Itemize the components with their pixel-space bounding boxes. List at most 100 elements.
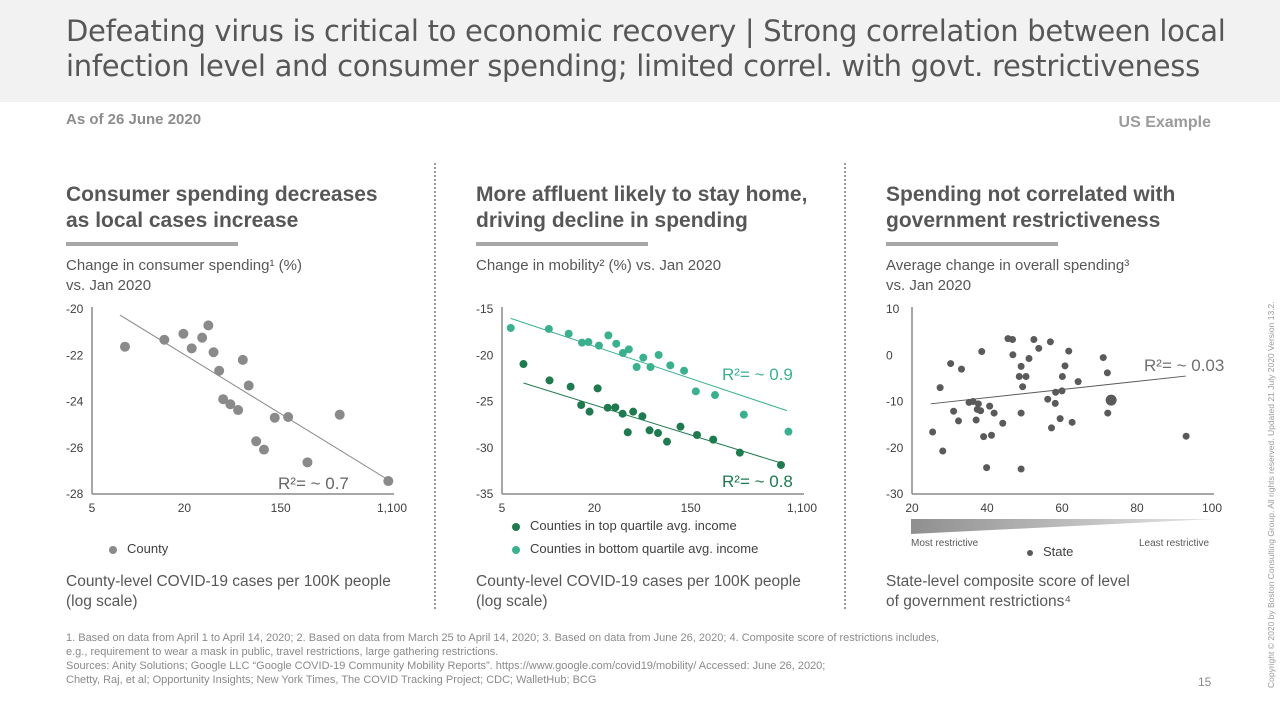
column-restrictiveness: Spending not correlated with government … [886,182,1256,296]
column-divider [844,163,846,609]
data-point [258,444,269,455]
legend-dot-icon [1027,549,1033,556]
data-point [237,354,248,365]
data-point [506,323,515,332]
footnote-line: Sources: Anity Solutions; Google LLC “Go… [66,660,826,672]
data-point [577,338,586,347]
x-axis-title: State-level composite score of level of … [886,572,1130,612]
data-point [1017,409,1025,417]
footnote-line: Chetty, Raj, et al; Opportunity Insights… [66,674,597,686]
data-point [1056,415,1064,423]
data-point [983,464,991,472]
x-tick-label: 20 [588,501,602,515]
data-point [1030,336,1038,344]
data-point [735,448,744,457]
subtitle-line: vs. Jan 2020 [886,277,972,294]
data-point [564,329,573,338]
x-axis-title: County-level COVID-19 cases per 100K peo… [66,572,391,612]
data-point [1022,373,1030,381]
data-point [243,380,254,391]
column-title: More affluent likely to stay home, drivi… [476,182,846,234]
x-axis-title-line: (log scale) [476,593,548,610]
data-point [214,365,225,376]
subtitle-line: vs. Jan 2020 [66,277,152,294]
x-tick-label: 80 [1130,501,1144,515]
data-point [646,362,655,371]
x-tick-label: 1,100 [787,501,817,515]
x-tick-label: 20 [178,501,192,515]
column-divider [434,163,436,609]
column-title-line: Consumer spending decreases [66,183,378,206]
data-point [709,435,718,444]
data-point [936,384,944,392]
r-squared-label: R²= ~ 0.8 [722,472,793,491]
column-mobility: More affluent likely to stay home, drivi… [476,182,846,276]
data-point [1104,409,1112,417]
legend-label: Counties in top quartile avg. income [530,518,737,533]
data-point [545,376,554,385]
data-point [955,417,962,425]
data-point [929,428,937,436]
data-point [939,447,947,455]
data-point [632,362,641,371]
data-point [1044,395,1052,403]
data-point [1017,465,1025,473]
footnote-line: 1. Based on data from April 1 to April 1… [66,632,940,644]
x-tick-label: 5 [89,501,96,515]
data-point [585,407,594,416]
x-axis-title-line: of government restrictions⁴ [886,593,1071,610]
x-tick-label: 20 [905,501,919,515]
us-example-tag: US Example [1118,114,1211,131]
r-squared-label: R²= ~ 0.9 [722,365,793,384]
title-underline [66,242,238,246]
data-point [584,338,593,347]
data-point [1051,399,1059,407]
data-point [1025,354,1033,362]
data-point [159,334,170,345]
data-point [269,412,280,423]
x-axis-title-line: County-level COVID-19 cases per 100K peo… [66,573,391,590]
data-point [1009,336,1016,344]
data-point [654,429,663,438]
data-point [639,353,648,362]
data-point [977,407,985,415]
data-point [1019,383,1027,391]
legend-label: State [1043,544,1074,559]
y-tick-label: -30 [476,441,494,455]
data-point [1015,373,1023,381]
data-point [629,407,638,416]
data-point [604,331,613,340]
data-point [1058,387,1066,395]
column-consumer-spending: Consumer spending decreases as local cas… [66,182,436,296]
chart-subtitle: Change in consumer spending¹ (%) vs. Jan… [66,256,436,296]
y-tick-label: -20 [476,348,494,362]
data-point [666,361,675,370]
data-point [986,402,994,410]
copyright-notice: Copyright © 2020 by Boston Consulting Gr… [1266,301,1276,688]
y-tick-label: -35 [476,487,494,501]
data-point [624,345,633,354]
data-point [334,409,345,420]
data-point [1035,344,1043,352]
column-title-line: as local cases increase [66,209,299,232]
data-point [618,409,627,418]
data-point [544,324,553,333]
subtitle-line: Average change in overall spending³ [886,257,1130,274]
data-point [680,366,689,375]
data-point [663,437,672,446]
y-tick-label: -20 [66,302,84,316]
footnotes: 1. Based on data from April 1 to April 1… [66,631,1066,687]
data-point [692,430,701,439]
data-point [1048,424,1055,432]
wedge-shape [911,519,1215,534]
legend-dot-icon [512,545,520,554]
column-title-line: Spending not correlated with [886,183,1176,206]
subtitle-line: Change in mobility² (%) vs. Jan 2020 [476,257,722,274]
y-tick-label: -24 [66,395,84,409]
data-point [603,403,612,412]
footnote-line: e.g., requirement to wear a mask in publ… [66,646,499,658]
data-point [654,350,663,359]
data-point [988,431,995,439]
data-point [1052,388,1060,396]
